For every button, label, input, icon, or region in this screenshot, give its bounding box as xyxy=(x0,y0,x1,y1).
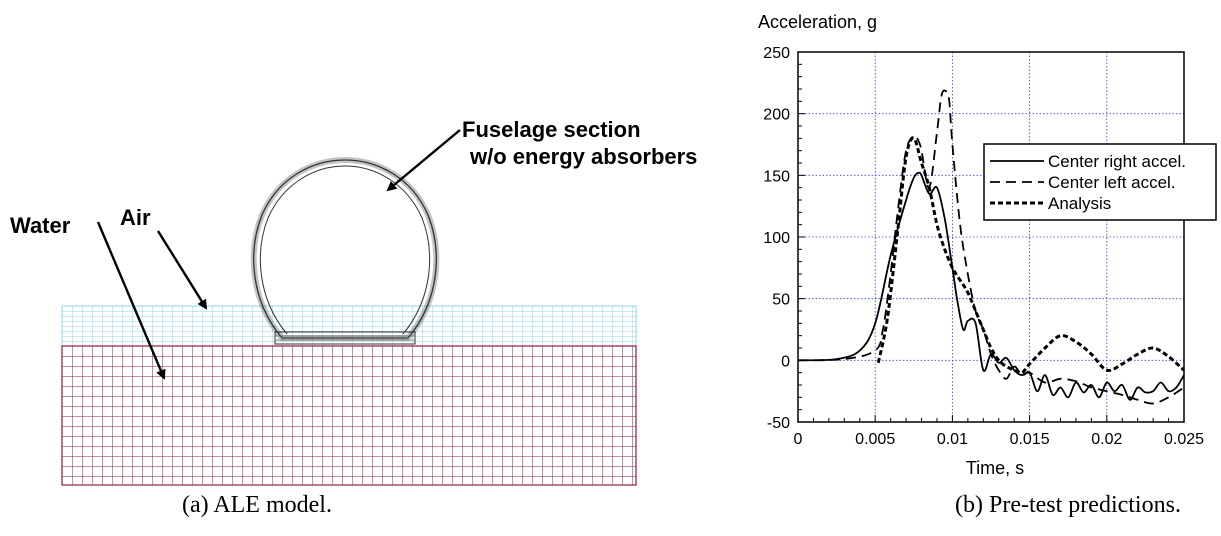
chart-ylabel: Acceleration, g xyxy=(758,12,877,32)
series-line-2 xyxy=(797,89,1185,405)
air-mesh xyxy=(61,305,637,347)
x-tick-label: 0.025 xyxy=(1164,431,1204,448)
ale-model-figure: Water Air Fuselage section w/o energy ab… xyxy=(10,117,697,486)
acceleration-chart: Acceleration, g 0 0.005 0.01 0.015 0.02 0.025… xyxy=(758,12,1217,478)
x-tick-label: 0.02 xyxy=(1091,431,1122,448)
chart-xlabel: Time, s xyxy=(966,458,1024,478)
x-tick-label: 0.015 xyxy=(1010,431,1050,448)
legend-label-3: Analysis xyxy=(1048,194,1111,213)
y-tick-label: 100 xyxy=(763,230,790,247)
plot-frame xyxy=(797,51,1185,423)
chart-axes: 0 0.005 0.01 0.015 0.02 0.025250200150100500-… xyxy=(763,45,1204,448)
x-tick-label: 0.005 xyxy=(855,431,895,448)
x-tick-label: 0 xyxy=(794,431,803,448)
y-tick-label: -50 xyxy=(767,415,790,432)
legend-label-1: Center right accel. xyxy=(1048,152,1186,171)
legend-label-2: Center left accel. xyxy=(1048,173,1176,192)
ale-model-panel: Water Air Fuselage section w/o energy ab… xyxy=(10,117,697,518)
pre-test-predictions-panel: Acceleration, g 0 0.005 0.01 0.015 0.02 0.025… xyxy=(700,0,1221,531)
x-tick-label: 0.01 xyxy=(937,431,968,448)
fuselage-arrow xyxy=(386,129,461,192)
water-mesh xyxy=(61,345,637,486)
caption-b: (b) Pre-test predictions. xyxy=(955,492,1181,518)
chart-series xyxy=(797,89,1186,405)
water-arrow xyxy=(96,221,166,380)
air-arrow xyxy=(156,230,208,310)
fuselage-label-line1: Fuselage section xyxy=(462,117,641,142)
chart-grid xyxy=(797,51,1185,423)
fuselage-section xyxy=(250,156,440,345)
y-tick-label: 200 xyxy=(763,107,790,124)
y-tick-label: 150 xyxy=(763,168,790,185)
chart-legend: Center right accel. Center left accel. Ana… xyxy=(983,143,1217,221)
y-tick-label: 250 xyxy=(763,45,790,62)
caption-a: (a) ALE model. xyxy=(182,492,332,518)
y-tick-label: 0 xyxy=(781,353,790,370)
y-tick-label: 50 xyxy=(772,292,790,309)
fuselage-label-line2: w/o energy absorbers xyxy=(469,144,697,169)
series-line-3 xyxy=(876,136,1186,375)
air-label: Air xyxy=(120,205,151,230)
water-label: Water xyxy=(10,213,71,238)
